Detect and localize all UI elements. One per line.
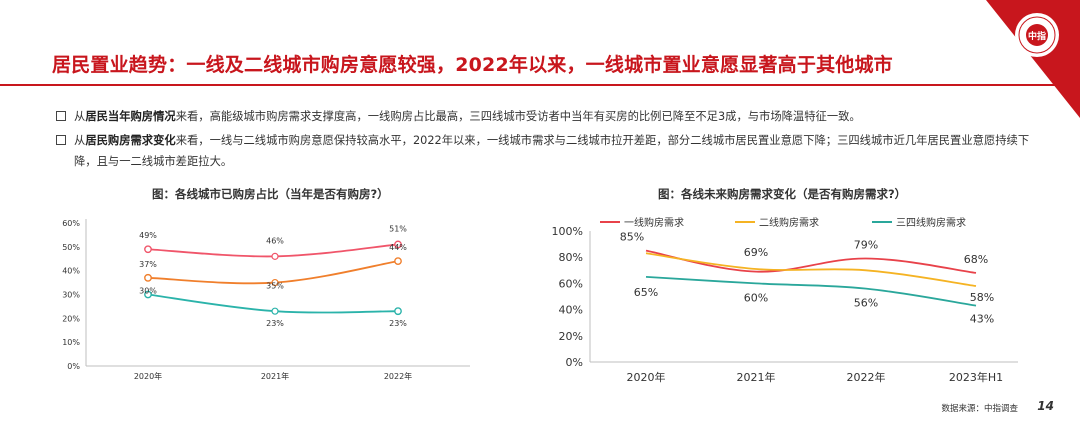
- x-tick-label: 2022年: [384, 371, 412, 381]
- company-logo: 中指: [1015, 13, 1059, 57]
- data-label: 30%: [139, 287, 157, 296]
- x-tick-label: 2021年: [261, 371, 289, 381]
- series-line: [645, 249, 977, 274]
- data-label: 85%: [620, 231, 644, 244]
- data-label: 79%: [854, 239, 878, 252]
- chart-1-title: 图：各线城市已购房占比（当年是否有购房?）: [152, 187, 389, 201]
- y-tick-label: 100%: [552, 225, 583, 238]
- data-point: [271, 307, 279, 315]
- bullet-text: 来看，一线与二线城市购房意愿保持较高水平，2022年以来，一线城市需求与二线城市…: [74, 134, 1030, 168]
- data-label: 43%: [970, 313, 994, 326]
- data-label: 37%: [139, 260, 157, 269]
- legend-label: 一线购房需求: [624, 216, 684, 229]
- legend-label: 二线购房需求: [759, 216, 819, 229]
- x-tick-label: 2021年: [737, 370, 776, 384]
- x-tick-label: 2022年: [847, 370, 886, 384]
- y-tick-label: 0%: [67, 362, 80, 371]
- bullet-text: 来看，高能级城市购房需求支撑度高，一线购房占比最高，三四线城市受访者中当年有买房…: [175, 110, 861, 123]
- x-tick-label: 2020年: [627, 370, 666, 384]
- x-tick-label: 2020年: [134, 371, 162, 381]
- data-point: [144, 273, 152, 282]
- data-label: 60%: [744, 291, 768, 304]
- x-tick-label: 2023年H1: [949, 370, 1003, 384]
- data-label: 56%: [854, 297, 878, 310]
- legend-label: 三四线购房需求: [896, 216, 966, 229]
- checkbox-square-icon: [56, 111, 66, 121]
- y-tick-label: 60%: [62, 219, 80, 228]
- data-point: [144, 245, 152, 254]
- y-tick-label: 20%: [559, 330, 583, 343]
- data-label: 58%: [970, 291, 994, 304]
- bullet-prefix: 从: [74, 134, 86, 147]
- checkbox-square-icon: [56, 135, 66, 145]
- chart-2-title: 图：各线未来购房需求变化（是否有购房需求?）: [658, 187, 907, 201]
- y-tick-label: 40%: [62, 267, 80, 276]
- title-divider: [0, 84, 1080, 86]
- data-point: [394, 307, 402, 316]
- data-point: [271, 278, 279, 287]
- y-tick-label: 0%: [566, 356, 583, 369]
- bullet-highlight: 居民购房需求变化: [85, 134, 176, 147]
- y-tick-label: 60%: [559, 277, 583, 290]
- y-tick-label: 10%: [62, 338, 80, 347]
- series-line: [645, 252, 977, 287]
- bullet-prefix: 从: [74, 110, 86, 123]
- bullet-list: 从居民当年购房情况来看，高能级城市购房需求支撑度高，一线购房占比最高，三四线城市…: [56, 106, 1046, 175]
- data-label: 65%: [634, 286, 658, 299]
- data-label: 49%: [139, 231, 157, 240]
- data-label: 68%: [964, 253, 988, 266]
- bullet-highlight: 居民当年购房情况: [85, 110, 176, 123]
- page-number: 14: [1037, 399, 1054, 413]
- data-label: 23%: [266, 319, 284, 328]
- y-tick-label: 20%: [62, 314, 80, 323]
- data-label: 51%: [389, 224, 407, 233]
- data-label: 44%: [389, 243, 407, 252]
- page-title: 居民置业趋势：一线及二线城市购房意愿较强，2022年以来，一线城市置业意愿显著高…: [52, 54, 893, 76]
- data-label: 35%: [266, 282, 284, 291]
- data-point: [394, 257, 402, 266]
- y-tick-label: 40%: [559, 304, 583, 317]
- bullet-item-2: 从居民购房需求变化来看，一线与二线城市购房意愿保持较高水平，2022年以来，一线…: [56, 130, 1046, 172]
- y-tick-label: 50%: [62, 243, 80, 252]
- data-label: 46%: [266, 236, 284, 245]
- data-point: [144, 290, 152, 299]
- series-line: [645, 275, 977, 307]
- bullet-item-1: 从居民当年购房情况来看，高能级城市购房需求支撑度高，一线购房占比最高，三四线城市…: [56, 106, 1046, 127]
- svg-text:中指: 中指: [1028, 30, 1046, 42]
- data-point: [394, 240, 402, 249]
- data-point: [271, 252, 279, 260]
- y-tick-label: 30%: [62, 291, 80, 300]
- data-label: 23%: [389, 319, 407, 328]
- y-tick-label: 80%: [559, 251, 583, 264]
- data-source: 数据来源：中指调查: [941, 404, 1018, 414]
- data-label: 69%: [744, 246, 768, 259]
